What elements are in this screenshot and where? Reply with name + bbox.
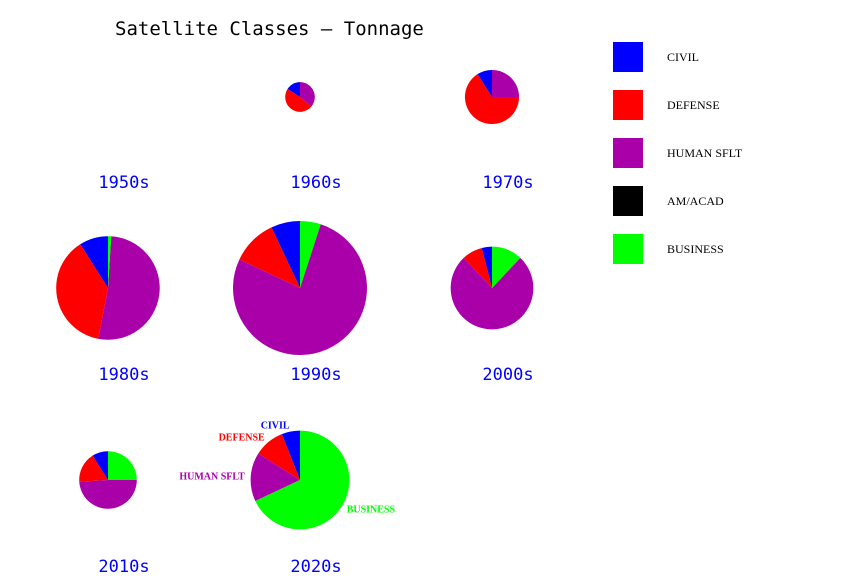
slice-label-civil: CIVIL [261,421,290,432]
legend-item-civil: CIVIL [613,42,699,72]
decade-label-1980s: 1980s [98,365,149,385]
legend-label-defense: DEFENSE [667,98,720,112]
slice-2000s-business [492,246,521,288]
slice-2010s-defense [79,455,108,482]
decade-label-2000s: 2000s [482,365,533,385]
pie-2010s: 2010s [79,451,150,576]
slice-2000s-defense [463,247,492,288]
slice-1980s-defense [56,244,108,339]
slice-2000s-civil [481,246,492,288]
legend: CIVIL DEFENSE HUMAN SFLT AM/ACAD BUSINESS [613,42,743,264]
legend-label-am-acad: AM/ACAD [667,194,724,208]
decade-label-2020s: 2020s [290,557,341,576]
pie-1970s: 1970s [464,69,534,193]
slice-1990s-human-sflt [233,224,368,356]
slice-2020s-civil [281,430,300,480]
slice-2010s-business [108,451,137,480]
slice-1980s-human-sflt [98,236,160,340]
slice-2010s-human-sflt [79,480,137,509]
slice-1990s-business [300,221,321,288]
slice-1970s-human-sflt [492,69,520,97]
legend-item-human-sflt: HUMAN SFLT [613,138,743,168]
legend-label-civil: CIVIL [667,50,699,64]
pie-1980s: 1980s [56,236,160,385]
slice-1960s-civil [287,82,300,97]
pie-1960s: 1960s [285,82,342,193]
slice-1990s-defense [239,227,300,288]
legend-swatch-am-acad [613,186,643,216]
slice-1960s-defense [285,89,312,112]
legend-swatch-defense [613,90,643,120]
legend-label-human-sflt: HUMAN SFLT [667,146,743,160]
legend-swatch-civil [613,42,643,72]
decade-label-1990s: 1990s [290,365,341,385]
slice-1970s-civil [477,69,492,97]
slice-2020s-defense [258,434,300,480]
slice-1990s-civil [271,221,300,288]
pie-2000s: 2000s [450,246,534,385]
chart-title: Satellite Classes – Tonnage [115,18,424,40]
slice-1980s-business [108,236,112,288]
slice-label-business: BUSINESS [347,505,396,516]
slice-2000s-human-sflt [450,257,534,330]
slice-1980s-civil [80,236,108,288]
slice-label-defense: DEFENSE [219,432,265,443]
legend-swatch-human-sflt [613,138,643,168]
decade-label-1970s: 1970s [482,173,533,193]
pie-1950s: 1950s [98,173,149,193]
slice-1960s-human-sflt [300,82,315,107]
decade-label-1950s: 1950s [98,173,149,193]
legend-item-am-acad: AM/ACAD [613,186,724,216]
slice-2010s-civil [92,451,108,480]
legend-label-business: BUSINESS [667,242,724,256]
legend-item-business: BUSINESS [613,234,724,264]
decade-label-2010s: 2010s [98,557,149,576]
slice-2020s-human-sflt [250,453,300,502]
decade-label-1960s: 1960s [290,173,341,193]
decade-pies: 1950s 1960s 1970s 1980s 1990s 2000s 2010s 2020s… [56,69,534,576]
slice-label-human-sflt: HUMAN SFLT [179,472,245,483]
legend-swatch-business [613,234,643,264]
slice-1970s-defense [464,74,520,125]
pie-1990s: 1990s [233,221,368,385]
slice-2020s-business [255,430,350,530]
legend-item-defense: DEFENSE [613,90,720,120]
